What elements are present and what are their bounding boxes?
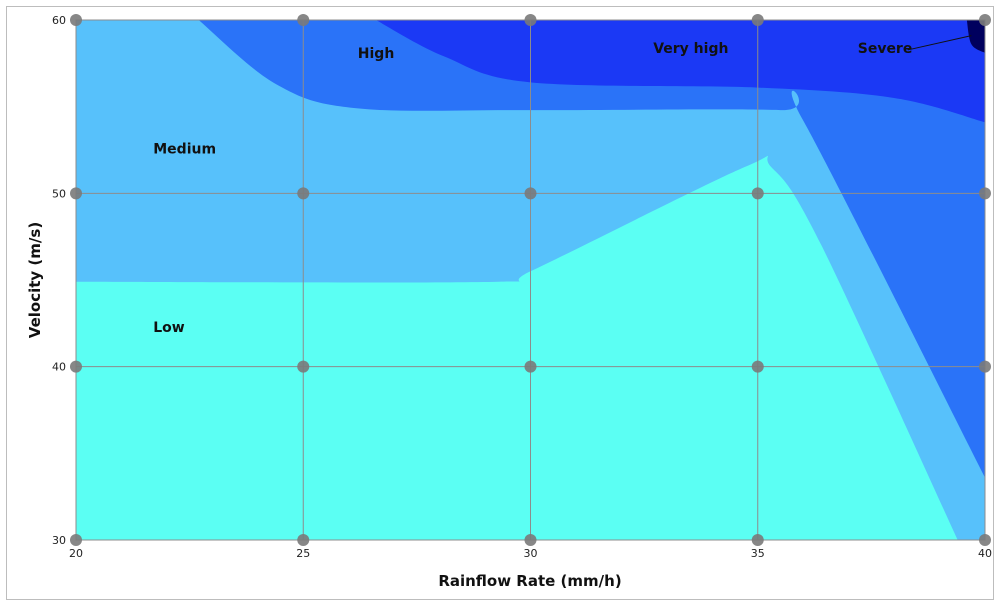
grid-points xyxy=(70,14,991,546)
y-tick-label: 60 xyxy=(52,14,66,27)
y-axis-title: Velocity (m/s) xyxy=(26,222,44,338)
data-point xyxy=(751,534,764,546)
data-point xyxy=(70,534,82,546)
y-tick-label: 50 xyxy=(52,187,66,200)
x-tick-label: 35 xyxy=(751,547,765,560)
y-ticks: 30 40 50 60 xyxy=(52,14,66,547)
zone-label-severe: Severe xyxy=(858,41,913,57)
data-point xyxy=(751,360,764,373)
data-point xyxy=(751,187,764,200)
y-tick-label: 30 xyxy=(52,534,66,547)
data-point xyxy=(979,187,991,200)
x-tick-label: 25 xyxy=(296,547,310,560)
zone-label-medium: Medium xyxy=(153,141,216,157)
zone-labels: Low Medium High Very high Severe xyxy=(153,41,912,336)
zone-label-high: High xyxy=(358,46,395,62)
data-point xyxy=(751,14,764,26)
severe-label-pointer xyxy=(907,35,972,51)
zone-severe-fill xyxy=(966,20,985,53)
x-axis-title: Rainflow Rate (mm/h) xyxy=(438,572,621,590)
data-point xyxy=(297,187,310,200)
data-point xyxy=(70,187,82,200)
data-point xyxy=(297,534,310,546)
y-tick-label: 40 xyxy=(52,361,66,374)
data-point xyxy=(524,187,537,200)
zone-label-very-high: Very high xyxy=(653,41,728,57)
x-tick-label: 20 xyxy=(69,547,83,560)
x-tick-label: 30 xyxy=(524,547,538,560)
data-point xyxy=(297,360,310,373)
data-point xyxy=(70,360,82,373)
data-point xyxy=(524,534,537,546)
data-point xyxy=(979,14,991,26)
data-point xyxy=(70,14,82,26)
data-point xyxy=(524,360,537,373)
data-point xyxy=(979,534,991,546)
x-tick-label: 40 xyxy=(978,547,992,560)
data-point xyxy=(979,360,991,373)
data-point xyxy=(297,14,310,26)
zone-label-low: Low xyxy=(153,320,185,336)
data-point xyxy=(524,14,537,26)
x-ticks: 20 25 30 35 40 xyxy=(69,547,992,560)
